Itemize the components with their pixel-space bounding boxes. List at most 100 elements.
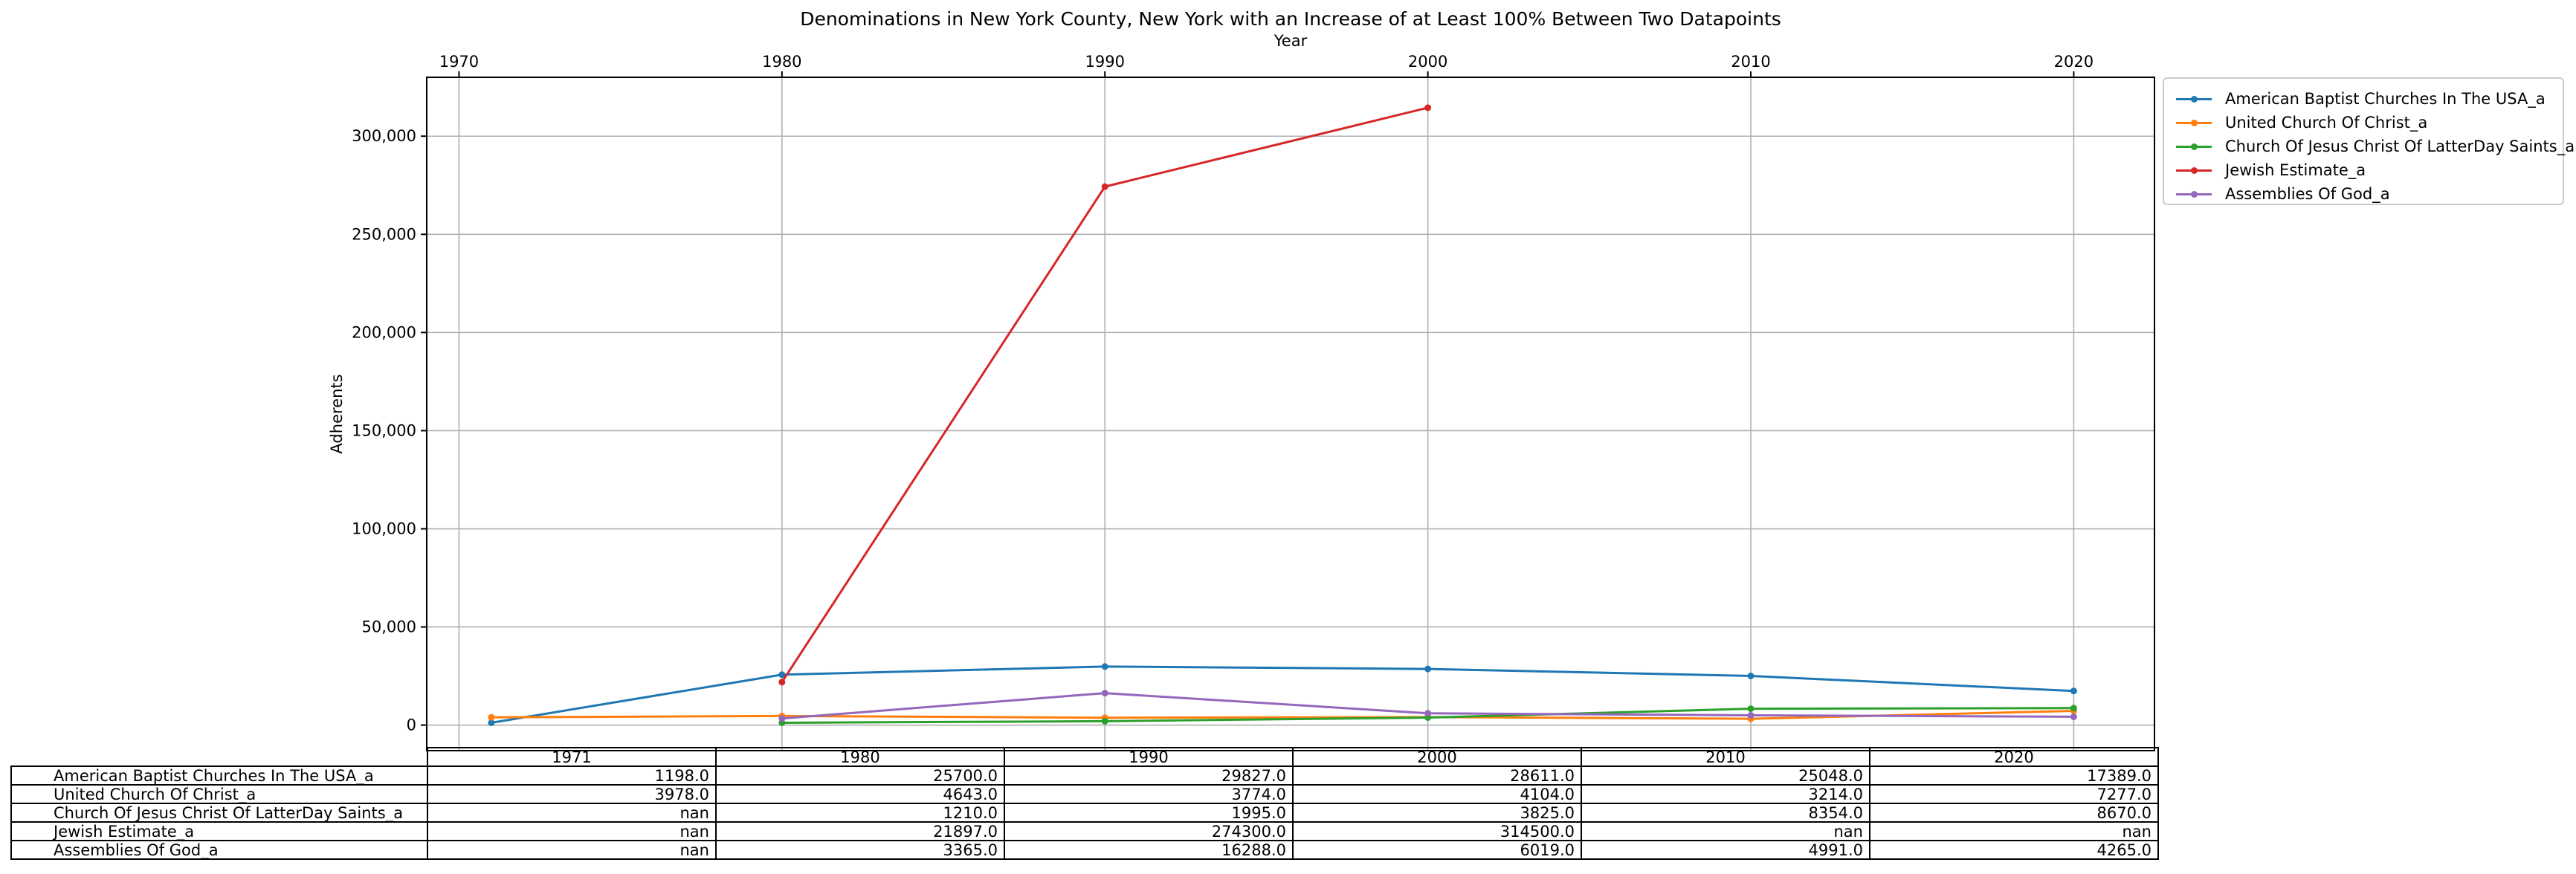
- table-corner: [11, 748, 428, 767]
- data-point: [2070, 713, 2077, 720]
- x-tick-label: 1970: [439, 53, 479, 71]
- grid-lines: [427, 77, 2154, 751]
- table-row-label: Church Of Jesus Christ Of LatterDay Sain…: [10, 803, 428, 823]
- table-column-header: 2020: [1869, 747, 2159, 767]
- data-point: [488, 719, 495, 726]
- table-cell: 16288.0: [1004, 840, 1294, 860]
- table-cell: 6019.0: [1292, 840, 1582, 860]
- table-cell: nan: [427, 821, 717, 841]
- table-cell: 3825.0: [1292, 803, 1582, 823]
- data-point: [778, 679, 786, 686]
- table-cell: 4104.0: [1292, 784, 1582, 804]
- data-point: [1424, 104, 1432, 111]
- data-point: [778, 671, 786, 679]
- table-cell: 3774.0: [1004, 784, 1294, 804]
- legend-label: Church Of Jesus Christ Of LatterDay Sain…: [2225, 137, 2575, 155]
- data-point: [1101, 717, 1108, 725]
- table-cell: 29827.0: [1004, 765, 1294, 786]
- data-point: [1101, 183, 1108, 190]
- table-row-label: Jewish Estimate_a: [10, 821, 428, 841]
- table-cell: 28611.0: [1292, 765, 1582, 786]
- legend-label: United Church Of Christ_a: [2225, 114, 2428, 132]
- data-point: [1101, 690, 1108, 697]
- table-cell: 314500.0: [1292, 821, 1582, 841]
- legend-label: Assemblies Of God_a: [2225, 185, 2390, 203]
- data-point: [1424, 665, 1432, 673]
- data-point: [488, 713, 495, 721]
- x-tick-label: 2020: [2054, 53, 2094, 71]
- y-tick-label: 300,000: [352, 127, 416, 145]
- series-lines: [488, 104, 2077, 726]
- legend-swatch: [2176, 111, 2212, 134]
- x-axis-label: Year: [1274, 32, 1308, 50]
- table-row: United Church Of Christ_a 3978.0 4643.0 377…: [10, 784, 2159, 804]
- y-tick-label: 50,000: [362, 618, 416, 636]
- x-tick-label: 1990: [1085, 53, 1124, 71]
- table-cell: 1210.0: [715, 803, 1005, 823]
- legend-label: American Baptist Churches In The USA_a: [2225, 90, 2546, 108]
- table-cell: 25700.0: [715, 765, 1005, 786]
- data-point: [1424, 710, 1432, 717]
- data-point: [778, 715, 786, 722]
- x-tick-label: 1980: [762, 53, 801, 71]
- table-cell: 1198.0: [427, 765, 717, 786]
- table-column-header: 2000: [1292, 747, 1582, 767]
- legend-swatch: [2176, 135, 2212, 158]
- table-header-row: 1971 1980 1990 2000 2010 2020: [11, 747, 2159, 767]
- table-cell: 8670.0: [1869, 803, 2159, 823]
- y-tick-label: 200,000: [352, 323, 416, 341]
- x-tick-label: 2010: [1731, 53, 1770, 71]
- table-cell: 21897.0: [715, 821, 1005, 841]
- table-row: Jewish Estimate_a nan 21897.0 274300.0 31450…: [10, 821, 2159, 841]
- table-cell: 4991.0: [1581, 840, 1870, 860]
- legend-item: Jewish Estimate_a: [2176, 159, 2366, 181]
- table-cell: nan: [427, 840, 717, 860]
- table-cell: 17389.0: [1869, 765, 2159, 786]
- data-point: [2070, 705, 2077, 712]
- y-tick-label: 100,000: [352, 520, 416, 538]
- table-row: Church Of Jesus Christ Of LatterDay Sain…: [10, 803, 2159, 823]
- legend-item: United Church Of Christ_a: [2176, 111, 2427, 134]
- data-point: [1101, 663, 1108, 670]
- table-cell: 25048.0: [1581, 765, 1870, 786]
- legend-swatch: [2176, 159, 2212, 181]
- y-tick-label: 150,000: [352, 421, 416, 439]
- table-row: American Baptist Churches In The USA_a 11…: [10, 765, 2159, 786]
- table-cell: 4643.0: [715, 784, 1005, 804]
- legend-swatch: [2176, 183, 2212, 205]
- table-row: Assemblies Of God_a nan 3365.0 16288.0 6019.…: [10, 840, 2159, 860]
- data-point: [2070, 687, 2077, 695]
- legend-swatch: [2176, 88, 2212, 110]
- series-line: [491, 709, 2074, 720]
- data-point: [1747, 705, 1755, 713]
- table-cell: nan: [1581, 821, 1870, 841]
- legend-item: Church Of Jesus Christ Of LatterDay Sain…: [2176, 135, 2575, 158]
- table-cell: 7277.0: [1869, 784, 2159, 804]
- table-column-header: 1980: [715, 747, 1005, 767]
- table-cell: 3214.0: [1581, 784, 1870, 804]
- legend-item: American Baptist Churches In The USA_a: [2176, 88, 2546, 110]
- plot-area-frame: [426, 77, 2155, 751]
- table-row-label: Assemblies Of God_a: [10, 840, 428, 860]
- table-row-label: American Baptist Churches In The USA_a: [10, 765, 428, 786]
- table-cell: 1995.0: [1004, 803, 1294, 823]
- y-tick-label: 0: [407, 716, 416, 734]
- table-cell: 3978.0: [427, 784, 717, 804]
- table-cell: 8354.0: [1581, 803, 1870, 823]
- table-cell: 4265.0: [1869, 840, 2159, 860]
- legend: American Baptist Churches In The USA_a Un…: [2163, 77, 2575, 205]
- x-axis-ticks: 1970 1980 1990 2000 2010 2020: [439, 53, 2094, 77]
- table-row-label: United Church Of Christ_a: [10, 784, 428, 804]
- data-table: 1971 1980 1990 2000 2010 2020 American Baptis…: [10, 747, 2159, 860]
- data-point: [1747, 673, 1755, 680]
- table-cell: nan: [427, 803, 717, 823]
- table-cell: 3365.0: [715, 840, 1005, 860]
- data-point: [1747, 711, 1755, 719]
- table-cell: 274300.0: [1004, 821, 1294, 841]
- series-american-baptist-churches-in-the-usa-a: [488, 663, 2077, 726]
- x-tick-label: 2000: [1408, 53, 1447, 71]
- table-cell: nan: [1869, 821, 2159, 841]
- legend-item: Assemblies Of God_a: [2176, 183, 2390, 205]
- y-tick-label: 250,000: [352, 225, 416, 243]
